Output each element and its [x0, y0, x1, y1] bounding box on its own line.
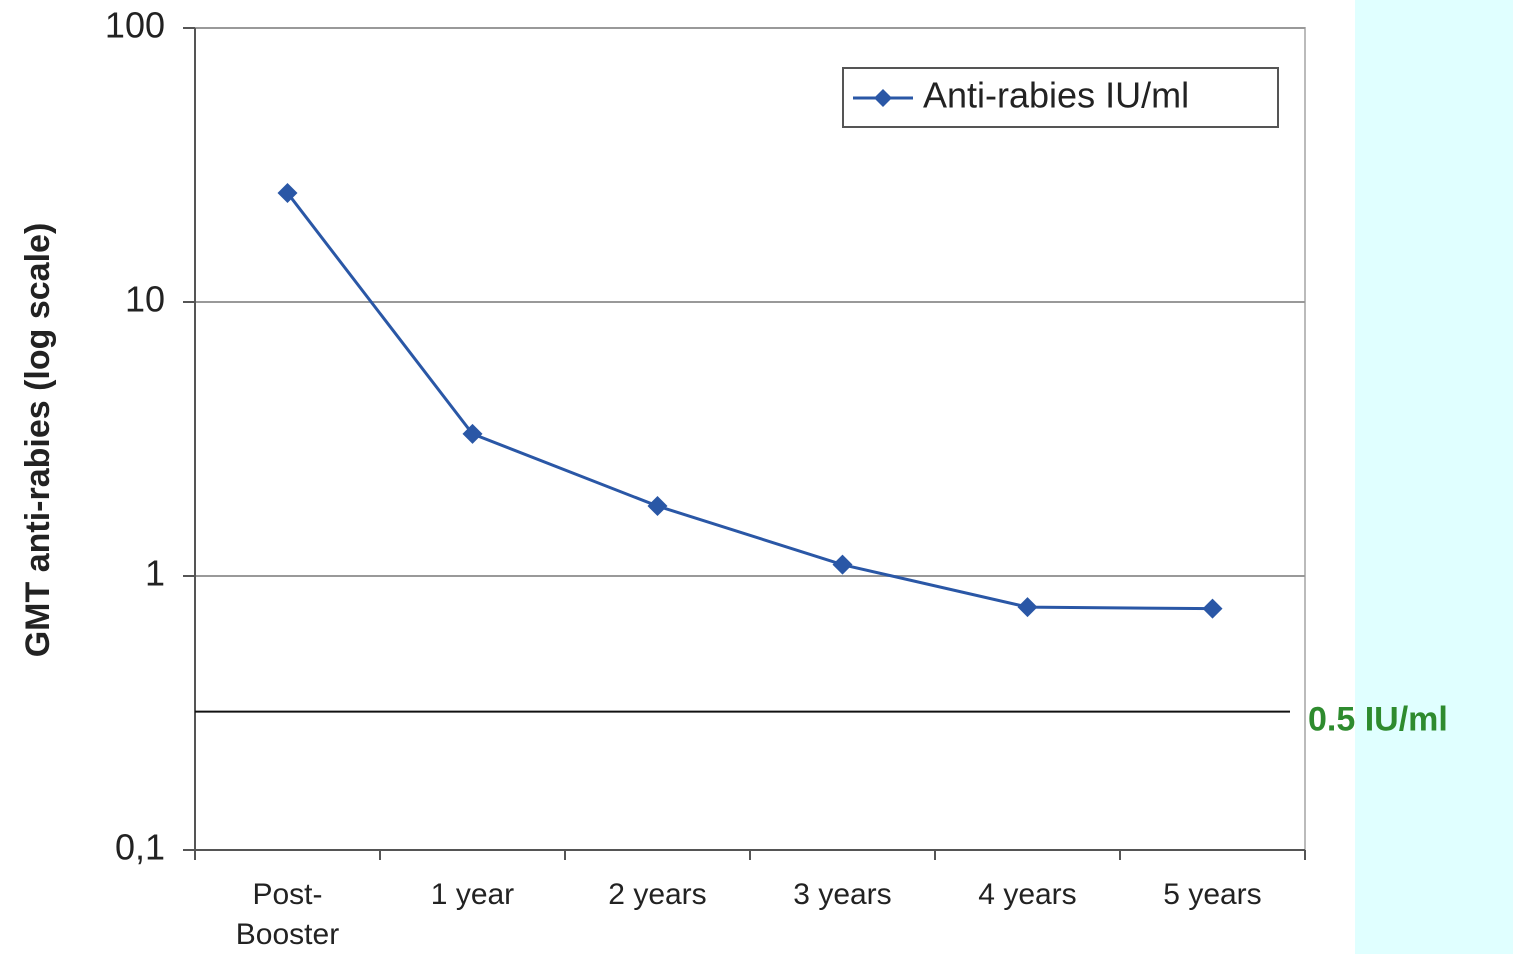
y-tick-label: 1 — [145, 553, 165, 594]
y-tick-label: 10 — [125, 279, 165, 320]
y-axis-title: GMT anti-rabies (log scale) — [19, 223, 57, 658]
x-tick-label: 5 years — [1163, 878, 1262, 911]
marker — [647, 496, 668, 517]
marker — [462, 423, 483, 444]
series-line — [286, 192, 1213, 611]
x-tick-label: Post- Booster — [235, 878, 340, 951]
annotation: 0.5 IU/ml — [1308, 701, 1448, 739]
marker — [832, 554, 853, 575]
x-tick-label: 2 years — [608, 878, 707, 911]
x-tick-label: 1 year — [430, 878, 515, 911]
legend-label: Anti-rabies IU/ml — [923, 75, 1189, 116]
y-tick-label: 0,1 — [115, 827, 165, 868]
marker — [1017, 597, 1038, 618]
legend-box — [842, 67, 1279, 128]
y-tick-label: 100 — [105, 5, 165, 46]
side-panel — [1355, 0, 1513, 954]
marker — [277, 182, 298, 203]
x-tick-label: 4 years — [978, 878, 1077, 911]
x-tick-label: 3 years — [793, 878, 892, 911]
legend-marker — [874, 89, 892, 107]
marker — [1202, 598, 1223, 619]
plot-border — [194, 27, 1306, 851]
